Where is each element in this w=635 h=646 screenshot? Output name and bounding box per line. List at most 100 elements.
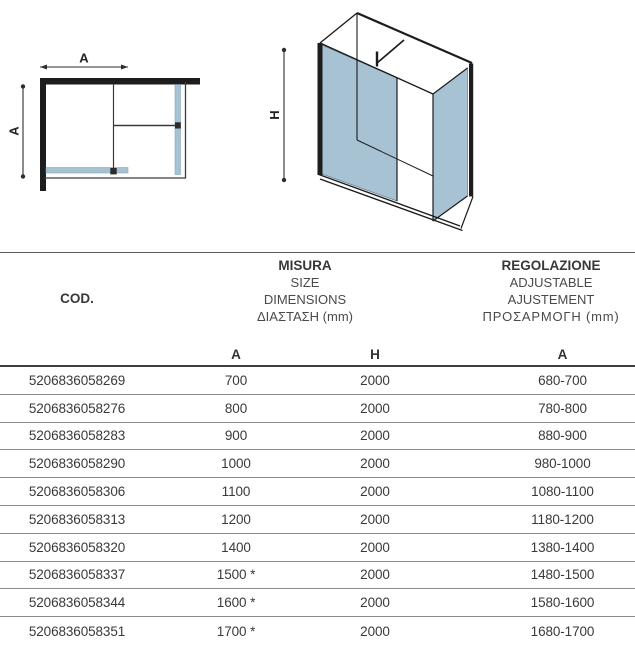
table-row: 5206836058276 800 2000 780-800 — [0, 395, 635, 423]
arrowhead-left — [40, 64, 47, 70]
floor-edge-right — [460, 196, 474, 229]
subheader-spacer — [432, 344, 490, 365]
dimension-dot-bottom — [281, 177, 287, 183]
cell-cod: 5206836058276 — [28, 400, 126, 416]
floor-edge-inner — [319, 178, 463, 232]
cell-cod: 5206836058344 — [28, 595, 126, 611]
plan-depth-dimension: A — [7, 84, 26, 179]
cell-a: 800 — [224, 400, 248, 416]
cell-h: 2000 — [360, 372, 390, 388]
cell-spacer — [432, 562, 490, 589]
column-header-cod: COD. — [60, 291, 94, 306]
cell-a: 900 — [224, 428, 248, 444]
header-line: ΔΙΑΣΤΑΣΗ (mm) — [256, 309, 354, 324]
support-bar — [376, 39, 405, 64]
cell-adjustable: 1180-1200 — [531, 511, 594, 527]
cell-h: 2000 — [360, 595, 390, 611]
cell-cod: 5206836058313 — [28, 511, 126, 527]
cell-spacer — [432, 534, 490, 561]
plan-glass-panel-right — [174, 84, 181, 175]
cell-cod: 5206836058320 — [28, 539, 126, 555]
cell-adjustable: 880-900 — [538, 428, 587, 444]
cell-spacer — [432, 589, 490, 616]
table-row: 5206836058290 1000 2000 980-1000 — [0, 450, 635, 479]
cell-a: 1700 * — [216, 623, 256, 639]
plan-width-dimension: A — [40, 51, 128, 70]
cell-spacer — [432, 367, 490, 394]
cell-spacer — [432, 617, 490, 645]
cell-h: 2000 — [360, 428, 390, 444]
header-line: ΠΡΟΣΑΡΜΟΓΗ (mm) — [482, 309, 620, 324]
height-dimension: H — [267, 47, 287, 183]
perspective-view-diagram: H — [267, 11, 474, 232]
plan-glass-panel-bottom — [45, 167, 129, 174]
enclosure-wireframe — [317, 11, 474, 232]
wall-profile-right — [469, 63, 474, 197]
cell-adjustable: 1380-1400 — [530, 539, 595, 555]
subheader-empty — [0, 344, 154, 365]
wall-profile-left — [317, 43, 323, 175]
cell-spacer — [432, 478, 490, 505]
subheader-h: H — [370, 347, 380, 362]
table-body: 5206836058269 700 2000 680-700 520683605… — [0, 367, 635, 645]
cell-a: 1400 — [221, 539, 251, 555]
cell-cod: 5206836058290 — [28, 456, 126, 472]
plan-depth-label: A — [7, 126, 22, 136]
cell-adjustable: 1680-1700 — [530, 623, 595, 639]
header-line: ADJUSTABLE — [509, 275, 593, 290]
cell-adjustable: 1080-1100 — [531, 484, 594, 500]
dimension-dot-top — [20, 84, 26, 89]
subheader-reg-a: A — [557, 347, 568, 362]
cell-cod: 5206836058269 — [28, 372, 126, 388]
cell-adjustable: 980-1000 — [534, 456, 591, 472]
floor-edge-outer — [317, 173, 461, 227]
table-header: COD. MISURA SIZE DIMENSIONS ΔΙΑΣΤΑΣΗ (mm… — [0, 253, 635, 344]
cell-h: 2000 — [360, 400, 390, 416]
cell-adjustable: 1480-1500 — [530, 567, 595, 583]
cell-spacer — [432, 506, 490, 533]
table-row: 5206836058306 1100 2000 1080-1100 — [0, 478, 635, 506]
glass-panel-side — [432, 67, 468, 222]
table-row: 5206836058344 1600 * 2000 1580-1600 — [0, 589, 635, 618]
plan-width-label: A — [79, 51, 89, 66]
header-line: MISURA — [278, 258, 332, 273]
spec-table: COD. MISURA SIZE DIMENSIONS ΔΙΑΣΤΑΣΗ (mm… — [0, 252, 635, 645]
table-row: 5206836058283 900 2000 880-900 — [0, 423, 635, 451]
cell-h: 2000 — [360, 623, 390, 639]
table-row: 5206836058320 1400 2000 1380-1400 — [0, 534, 635, 562]
cell-spacer — [432, 423, 490, 450]
cell-adjustable: 780-800 — [538, 400, 587, 416]
header-line: REGOLAZIONE — [501, 258, 601, 273]
cell-cod: 5206836058351 — [28, 623, 126, 639]
cell-a: 700 — [224, 372, 248, 388]
cell-h: 2000 — [360, 539, 390, 555]
cell-cod: 5206836058337 — [28, 567, 126, 583]
cell-spacer — [432, 395, 490, 422]
cell-adjustable: 680-700 — [538, 372, 587, 388]
cell-h: 2000 — [360, 511, 390, 527]
table-row: 5206836058313 1200 2000 1180-1200 — [0, 506, 635, 534]
column-header-misura: MISURA SIZE DIMENSIONS ΔΙΑΣΤΑΣΗ (mm) — [257, 257, 353, 325]
glass-panel-front — [321, 44, 398, 202]
table-row: 5206836058337 1500 * 2000 1480-1500 — [0, 562, 635, 590]
cell-h: 2000 — [360, 456, 390, 472]
height-label: H — [267, 110, 282, 119]
dimension-dot-bottom — [20, 174, 26, 179]
table-row: 5206836058269 700 2000 680-700 — [0, 367, 635, 395]
plan-divider-foot — [110, 168, 117, 175]
cell-cod: 5206836058283 — [28, 428, 126, 444]
cell-a: 1200 — [221, 511, 251, 527]
cell-h: 2000 — [360, 484, 390, 500]
cell-a: 1600 * — [216, 595, 256, 611]
plan-wall-top — [40, 78, 200, 85]
plan-view-diagram: A A — [7, 51, 200, 191]
plan-support-bar-clamp — [175, 122, 181, 129]
cell-adjustable: 1580-1600 — [530, 595, 595, 611]
header-line: AJUSTEMENT — [507, 292, 595, 307]
table-subheader: A H A — [0, 344, 635, 367]
dimension-dot-top — [281, 47, 287, 53]
cell-a: 1100 — [221, 484, 251, 500]
subheader-a: A — [231, 347, 241, 362]
cell-spacer — [432, 450, 490, 477]
